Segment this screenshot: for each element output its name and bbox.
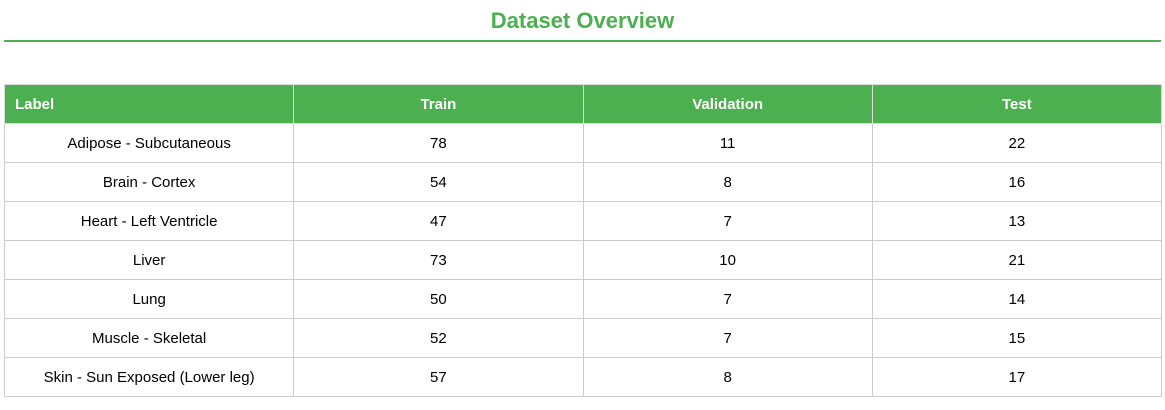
table-body: Adipose - Subcutaneous 78 11 22 Brain - Cort… bbox=[3, 123, 1163, 397]
column-header: Test bbox=[871, 84, 1163, 124]
table-cell: 57 bbox=[293, 357, 584, 397]
table-cell: Skin - Sun Exposed (Lower leg) bbox=[3, 357, 295, 397]
column-header: Validation bbox=[582, 84, 873, 124]
table-cell: 7 bbox=[582, 279, 873, 319]
table-head: Label Train Validation Test bbox=[3, 84, 1163, 124]
table-cell: Heart - Left Ventricle bbox=[3, 201, 295, 241]
column-header: Train bbox=[293, 84, 584, 124]
title: Dataset Overview bbox=[490, 8, 675, 33]
column-header: Label bbox=[3, 84, 295, 124]
table-row: Skin - Sun Exposed (Lower leg) 57 8 17 bbox=[3, 357, 1163, 397]
data-table: Label Train Validation Test Adipose - Subcu… bbox=[3, 84, 1163, 397]
table-cell: 54 bbox=[293, 162, 584, 202]
table-cell: 47 bbox=[293, 201, 584, 241]
table-row: Muscle - Skeletal 52 7 15 bbox=[3, 318, 1163, 358]
table-cell: 16 bbox=[871, 162, 1163, 202]
table-cell: Adipose - Subcutaneous bbox=[3, 123, 295, 163]
table-cell: 8 bbox=[582, 162, 873, 202]
table-cell: 22 bbox=[871, 123, 1163, 163]
table-row: Adipose - Subcutaneous 78 11 22 bbox=[3, 123, 1163, 163]
title-rule bbox=[4, 40, 1161, 42]
table-cell: 14 bbox=[871, 279, 1163, 319]
table-row: Lung 50 7 14 bbox=[3, 279, 1163, 319]
header-row: Label Train Validation Test bbox=[3, 84, 1163, 124]
table-cell: 73 bbox=[293, 240, 584, 280]
table-cell: 78 bbox=[293, 123, 584, 163]
table-cell: Brain - Cortex bbox=[3, 162, 295, 202]
table-cell: 17 bbox=[871, 357, 1163, 397]
table-cell: 11 bbox=[582, 123, 873, 163]
table-cell: 7 bbox=[582, 201, 873, 241]
table-cell: 7 bbox=[582, 318, 873, 358]
table-cell: 50 bbox=[293, 279, 584, 319]
table-cell: 15 bbox=[871, 318, 1163, 358]
table-row: Liver 73 10 21 bbox=[3, 240, 1163, 280]
table-cell: Muscle - Skeletal bbox=[3, 318, 295, 358]
table-row: Heart - Left Ventricle 47 7 13 bbox=[3, 201, 1163, 241]
table-cell: 21 bbox=[871, 240, 1163, 280]
table-cell: Liver bbox=[3, 240, 295, 280]
table-cell: Lung bbox=[3, 279, 295, 319]
table-cell: 52 bbox=[293, 318, 584, 358]
table-cell: 10 bbox=[582, 240, 873, 280]
table-cell: 8 bbox=[582, 357, 873, 397]
table-cell: 13 bbox=[871, 201, 1163, 241]
table-row: Brain - Cortex 54 8 16 bbox=[3, 162, 1163, 202]
